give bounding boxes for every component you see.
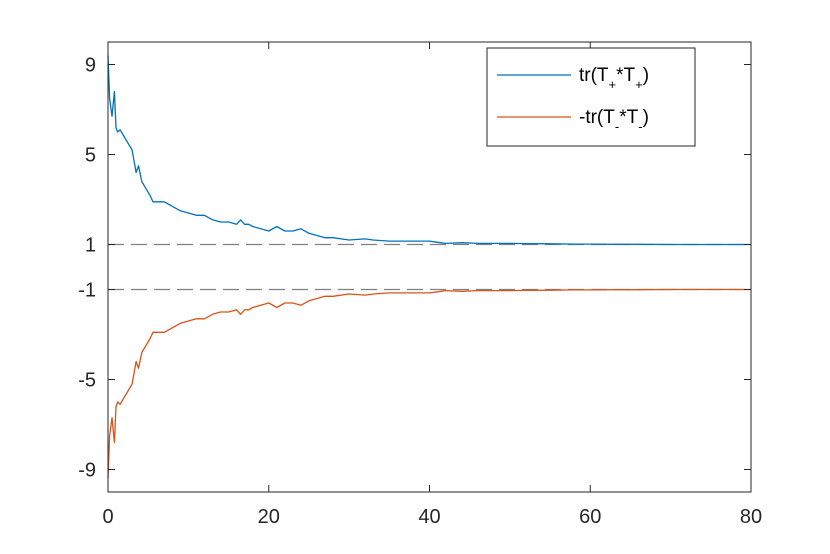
y-tick-label-5: 5 — [85, 145, 96, 167]
x-tick-label-60: 60 — [579, 506, 601, 528]
axis-tick-labels: 0 20 40 60 80 9 5 1 -1 -5 -9 — [78, 55, 762, 529]
series-line-2 — [107, 288, 751, 479]
legend-label-series-1: tr(T+*T+) — [579, 65, 649, 92]
y-tick-label--1: -1 — [78, 280, 96, 302]
y-tick-label-9: 9 — [85, 55, 96, 77]
x-tick-label-20: 20 — [258, 506, 280, 528]
legend: tr(T+*T+) -tr(T-*T-) — [486, 47, 696, 147]
y-tick-label--9: -9 — [78, 460, 96, 482]
x-tick-label-40: 40 — [418, 506, 440, 528]
series-layer — [107, 55, 751, 479]
x-tick-label-80: 80 — [740, 506, 762, 528]
legend-label-series-2: -tr(T-*T-) — [579, 107, 649, 134]
series-line-1 — [107, 55, 751, 246]
legend-box — [486, 47, 696, 147]
x-tick-label-0: 0 — [102, 506, 113, 528]
y-tick-label--5: -5 — [78, 370, 96, 392]
axis-ticks — [107, 42, 752, 492]
y-tick-label-1: 1 — [85, 235, 96, 257]
